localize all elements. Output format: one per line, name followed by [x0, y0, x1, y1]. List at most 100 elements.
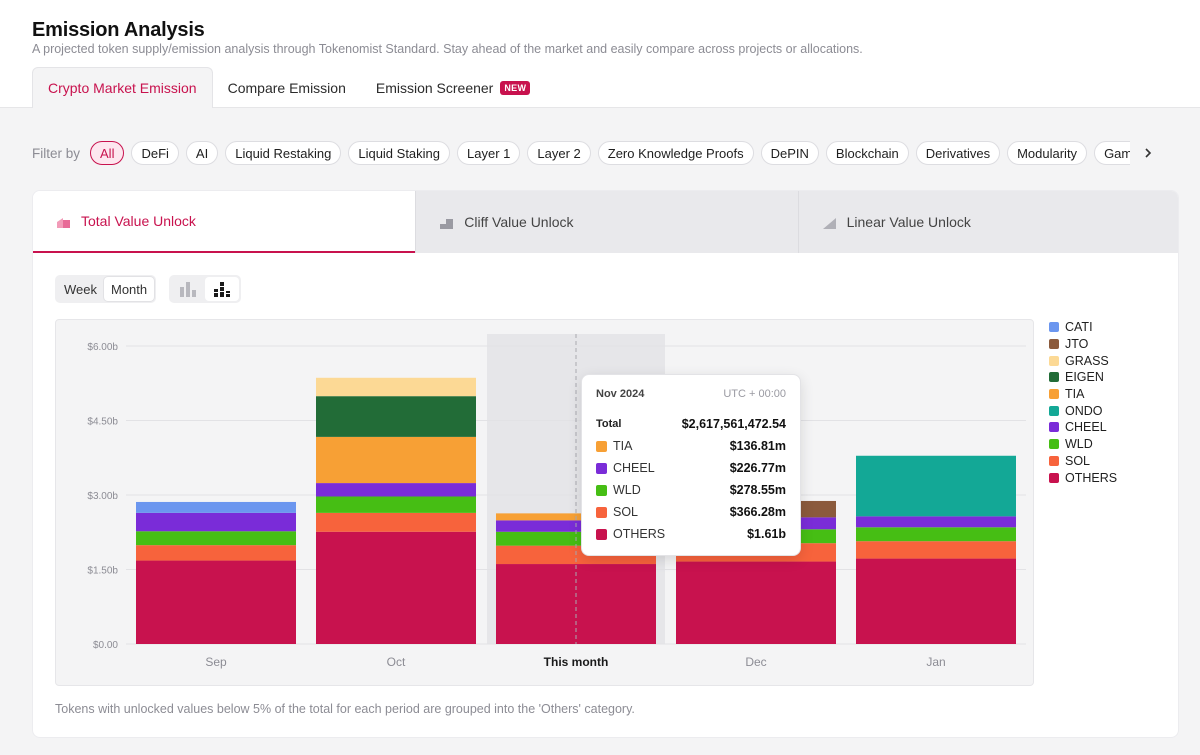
- tooltip-series-name: WLD: [613, 483, 641, 497]
- filter-chip[interactable]: Liquid Staking: [348, 141, 451, 165]
- y-tick-label: $3.00b: [87, 491, 118, 502]
- filter-chip[interactable]: Game: [1094, 141, 1131, 165]
- chevron-right-icon[interactable]: [1138, 143, 1158, 163]
- bar-segment-wld[interactable]: [856, 527, 1016, 542]
- emission-card: Total Value Unlock Cliff Value Unlock Li…: [32, 190, 1179, 738]
- y-tick-label: $1.50b: [87, 566, 118, 577]
- legend-item[interactable]: TIA: [1049, 386, 1169, 403]
- legend-item[interactable]: WLD: [1049, 436, 1169, 453]
- bar-segment-sol[interactable]: [136, 545, 296, 561]
- week-toggle-button[interactable]: Week: [64, 281, 97, 297]
- tooltip-series: CHEEL: [596, 461, 655, 475]
- tooltip-total-value: $2,617,561,472.54: [681, 417, 786, 431]
- filter-chip[interactable]: AI: [185, 141, 219, 165]
- y-tick-label: $6.00b: [87, 342, 118, 353]
- legend-label: EIGEN: [1065, 370, 1104, 385]
- tooltip-row: CHEEL $226.77m: [596, 457, 786, 479]
- tooltip-series-name: OTHERS: [613, 527, 666, 541]
- bar-segment-others[interactable]: [496, 564, 656, 644]
- filter-chip[interactable]: Modularity: [1007, 141, 1088, 165]
- bar-segment-tia[interactable]: [316, 436, 476, 484]
- bar-segment-sol[interactable]: [856, 541, 1016, 559]
- filter-chip[interactable]: Layer 2: [527, 141, 591, 165]
- bar-segment-others[interactable]: [676, 561, 836, 644]
- legend-swatch: [1049, 322, 1059, 333]
- month-toggle-button[interactable]: Month: [104, 277, 155, 301]
- chart-tooltip: Nov 2024 UTC + 00:00 Total $2,617,561,47…: [581, 374, 801, 556]
- tooltip-series-value: $278.55m: [729, 483, 786, 497]
- stacked-bar-icon[interactable]: [205, 277, 239, 301]
- legend-item[interactable]: SOL: [1049, 453, 1169, 470]
- legend-swatch: [1049, 439, 1059, 450]
- cliff-icon: [440, 216, 454, 229]
- tooltip-swatch: [596, 506, 607, 518]
- legend-item[interactable]: GRASS: [1049, 352, 1169, 369]
- grouped-bar-icon[interactable]: [171, 277, 205, 301]
- bar-segment-sol[interactable]: [316, 512, 476, 532]
- filter-chip[interactable]: Blockchain: [825, 141, 909, 165]
- bar-segment-eigen[interactable]: [316, 396, 476, 437]
- legend-item[interactable]: CATI: [1049, 319, 1169, 336]
- tooltip-series: SOL: [596, 505, 638, 519]
- legend-item[interactable]: JTO: [1049, 336, 1169, 353]
- tooltip-series-value: $136.81m: [729, 439, 786, 453]
- bar-segment-cheel[interactable]: [856, 516, 1016, 528]
- tooltip-series-name: CHEEL: [613, 461, 655, 475]
- bar-segment-grass[interactable]: [316, 377, 476, 397]
- linear-icon: [822, 216, 836, 229]
- tab-crypto-market-emission[interactable]: Crypto Market Emission: [32, 67, 213, 108]
- tab-label: Emission Screener: [375, 79, 494, 96]
- main-tabs: Crypto Market Emission Compare Emission …: [32, 67, 545, 108]
- emission-chart[interactable]: $0.00 $1.50b $3.00b $4.50b $6.00b Sep Oct This …: [55, 319, 1034, 686]
- legend-swatch: [1049, 389, 1059, 400]
- legend-swatch: [1049, 339, 1059, 350]
- bar-segment-cheel[interactable]: [136, 512, 296, 532]
- tooltip-series-value: $226.77m: [729, 461, 786, 475]
- x-tick-label: Dec: [745, 655, 766, 669]
- filter-chip[interactable]: Liquid Restaking: [225, 141, 342, 165]
- bar-segment-wld[interactable]: [316, 496, 476, 513]
- x-tick-label: This month: [544, 655, 609, 669]
- tooltip-row: WLD $278.55m: [596, 479, 786, 501]
- bar-segment-others[interactable]: [856, 558, 1016, 644]
- bar-segment-others[interactable]: [316, 531, 476, 644]
- tab-compare-emission[interactable]: Compare Emission: [213, 67, 361, 108]
- filter-chip[interactable]: All: [90, 141, 125, 165]
- legend-label: TIA: [1065, 387, 1085, 402]
- legend-item[interactable]: ONDO: [1049, 402, 1169, 419]
- bar-segment-others[interactable]: [136, 560, 296, 644]
- bar-segment-cati[interactable]: [136, 501, 296, 513]
- chart-legend: CATI JTO GRASS EIGEN TIA ONDO CHEEL WLD SOL OTHER…: [1049, 319, 1169, 486]
- tooltip-row: TIA $136.81m: [596, 435, 786, 457]
- filter-chip[interactable]: Zero Knowledge Proofs: [597, 141, 754, 165]
- tooltip-timezone: UTC + 00:00: [723, 388, 786, 400]
- legend-item[interactable]: OTHERS: [1049, 469, 1169, 486]
- tooltip-swatch: [596, 462, 607, 474]
- legend-label: GRASS: [1065, 353, 1109, 368]
- filter-chip[interactable]: Layer 1: [457, 141, 521, 165]
- tooltip-date: Nov 2024: [596, 388, 645, 400]
- tab-cliff-value-unlock[interactable]: Cliff Value Unlock: [415, 191, 798, 253]
- legend-swatch: [1049, 372, 1059, 383]
- period-toggle: Week Month: [55, 275, 157, 303]
- filter-chip[interactable]: Derivatives: [915, 141, 1001, 165]
- chart-footnote: Tokens with unlocked values below 5% of …: [55, 702, 635, 716]
- legend-label: OTHERS: [1065, 470, 1118, 485]
- tooltip-row: OTHERS $1.61b: [596, 523, 786, 545]
- bar-segment-wld[interactable]: [136, 531, 296, 546]
- tab-total-value-unlock[interactable]: Total Value Unlock: [33, 191, 416, 253]
- bar-segment-cheel[interactable]: [316, 483, 476, 497]
- x-tick-label: Jan: [926, 655, 945, 669]
- bar-segment-ondo[interactable]: [856, 455, 1016, 517]
- tooltip-series: OTHERS: [596, 527, 665, 541]
- chart-mode-toggle: [169, 275, 241, 303]
- tab-linear-value-unlock[interactable]: Linear Value Unlock: [797, 191, 1178, 253]
- tooltip-swatch: [596, 528, 607, 540]
- legend-label: SOL: [1065, 453, 1091, 468]
- legend-item[interactable]: EIGEN: [1049, 369, 1169, 386]
- page-subtitle: A projected token supply/emission analys…: [32, 42, 863, 56]
- tab-emission-screener[interactable]: Emission Screener NEW: [361, 67, 545, 108]
- legend-item[interactable]: CHEEL: [1049, 419, 1169, 436]
- filter-chip[interactable]: DeFi: [131, 141, 179, 165]
- filter-chip[interactable]: DePIN: [760, 141, 819, 165]
